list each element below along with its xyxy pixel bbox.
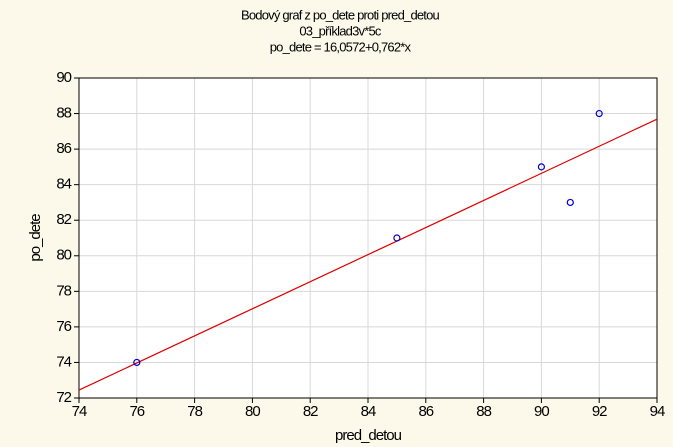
point (537, 163, 546, 171)
y-tick-label: 78 (56, 282, 71, 299)
y-tick-label: 80 (56, 247, 71, 264)
x-tick-label: 86 (418, 403, 433, 420)
x-tick-label: 76 (129, 403, 144, 420)
y-tick-label: 86 (56, 140, 71, 157)
plot-frame (78, 77, 658, 399)
y-tick-label: 82 (56, 211, 71, 228)
y-tick-label: 84 (56, 176, 71, 193)
x-tick-label: 74 (72, 403, 87, 420)
y-tick-label: 74 (56, 353, 71, 370)
chart-equation: po_dete = 16,0572+0,762*x (270, 39, 412, 54)
chart-subtitle: 03_příklad3v*5c (299, 23, 382, 38)
y-tick-label: 76 (56, 318, 71, 335)
chart-title: Bodový graf z po_dete proti pred_detou (241, 7, 440, 22)
x-tick-label: 92 (592, 403, 607, 420)
fit-line (78, 118, 658, 391)
y-axis-label: po_dete (27, 214, 44, 262)
x-tick-label: 78 (187, 403, 202, 420)
x-tick-label: 84 (361, 403, 376, 420)
point (566, 198, 574, 207)
y-tick-label: 72 (56, 389, 71, 406)
y-tick-label: 90 (56, 69, 71, 86)
x-tick-label: 80 (245, 403, 260, 420)
x-tick-label: 94 (650, 403, 665, 420)
point (393, 234, 401, 242)
x-tick-label: 90 (534, 403, 549, 420)
x-tick-label: 88 (476, 403, 491, 420)
y-tick-label: 88 (56, 105, 71, 122)
x-axis-label: pred_detou (335, 427, 402, 444)
point (133, 358, 141, 367)
x-tick-label: 82 (303, 403, 318, 420)
point (595, 109, 603, 118)
